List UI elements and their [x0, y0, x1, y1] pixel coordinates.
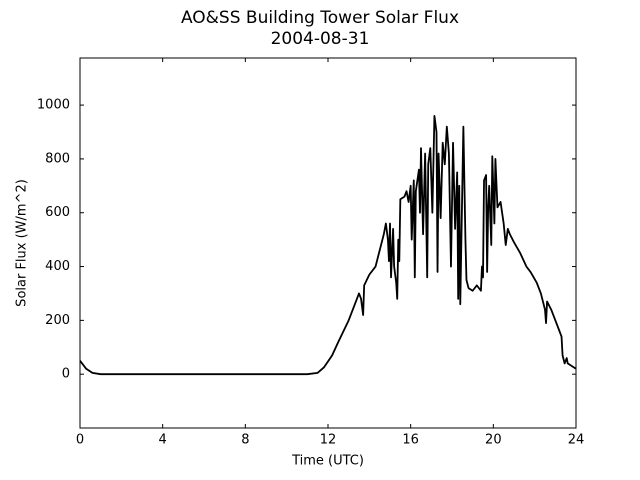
x-tick-label: 16 [402, 433, 419, 448]
data-line [79, 114, 577, 376]
chart-title: AO&SS Building Tower Solar Flux [181, 8, 459, 28]
x-axis-label: Time (UTC) [291, 454, 364, 469]
y-tick-label: 1000 [37, 98, 70, 113]
x-tick-label: 24 [568, 433, 585, 448]
x-tick-label: 12 [320, 433, 337, 448]
y-tick-label: 600 [45, 205, 70, 220]
y-tick-label: 400 [45, 259, 70, 274]
plot-frame [79, 57, 577, 429]
x-tick-label: 20 [485, 433, 502, 448]
y-tick-label: 0 [62, 367, 70, 382]
x-tick-label: 8 [241, 433, 249, 448]
chart-subtitle: 2004-08-31 [271, 29, 370, 49]
x-tick-label: 4 [159, 433, 167, 448]
x-tick-label: 0 [76, 433, 84, 448]
y-tick-label: 800 [45, 151, 70, 166]
y-axis-label: Solar Flux (W/m^2) [15, 179, 30, 307]
y-tick-label: 200 [45, 313, 70, 328]
